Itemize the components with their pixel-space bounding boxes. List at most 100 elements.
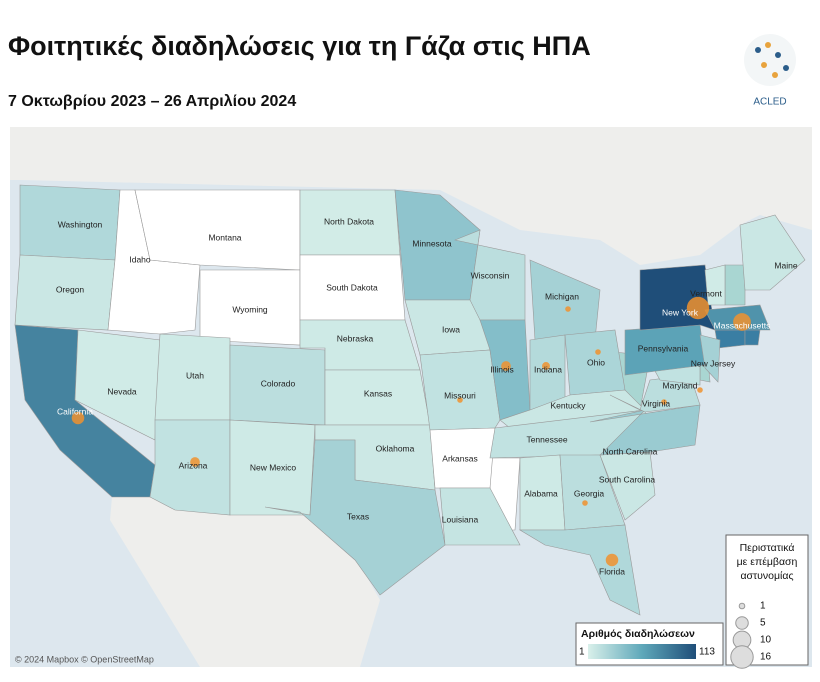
- title: Φοιτητικές διαδηλώσεις για τη Γάζα στις …: [8, 31, 591, 61]
- legend-circle: [738, 602, 746, 610]
- police-bubble: [605, 553, 619, 567]
- state-label: California: [57, 406, 93, 416]
- state-label: South Carolina: [599, 474, 656, 484]
- logo-dot: [761, 62, 767, 68]
- subtitle: 7 Οκτωβρίου 2023 – 26 Απριλίου 2024: [8, 93, 296, 110]
- state-label: Texas: [347, 511, 369, 521]
- state-label: South Dakota: [326, 282, 378, 292]
- state-label: Indiana: [534, 364, 562, 374]
- legend-label: 10: [760, 635, 772, 646]
- logo-text: ACLED: [753, 97, 786, 108]
- state-labels: Washington Oregon California Nevada Idaho Mon…: [56, 216, 798, 576]
- police-bubble: [542, 362, 550, 370]
- state-label: Idaho: [129, 254, 151, 264]
- state-label: Nevada: [107, 386, 137, 396]
- state-label: Minnesota: [412, 238, 451, 248]
- state-shape: [744, 329, 761, 346]
- state-label: Colorado: [261, 378, 296, 388]
- state-label: Ohio: [587, 357, 605, 367]
- bubbles: [71, 296, 751, 567]
- legend-circle: [735, 616, 749, 630]
- police-bubble: [501, 361, 511, 371]
- legend-title: Περιστατικά: [740, 542, 795, 554]
- state-label: Illinois: [490, 364, 514, 374]
- state-shape: [699, 334, 721, 383]
- legend-title: Αριθμός διαδηλώσεων: [581, 628, 695, 640]
- logo-dot: [775, 52, 781, 58]
- state-label: Nebraska: [337, 333, 374, 343]
- state-shape: [264, 439, 446, 596]
- police-bubble: [190, 457, 200, 467]
- logo-globe: [744, 34, 796, 86]
- logo-dot: [755, 47, 761, 53]
- state-label: Georgia: [574, 488, 605, 498]
- state-label: Wisconsin: [471, 270, 510, 280]
- legend-label: 16: [760, 652, 772, 663]
- legend-max: 113: [699, 647, 715, 658]
- size-legend: Περιστατικά με επέμβαση αστυνομίας 1 5 10 1…: [725, 534, 809, 669]
- state-label: Utah: [186, 370, 204, 380]
- state-label: Montana: [208, 232, 241, 242]
- mexico: [110, 497, 380, 667]
- police-bubble: [457, 397, 463, 403]
- map: © 2024 Mapbox © OpenStreetMap Washington…: [10, 127, 812, 667]
- police-bubble: [71, 411, 85, 425]
- state-label: Missouri: [444, 390, 476, 400]
- state-label: Oregon: [56, 284, 85, 294]
- state-label: Vermont: [690, 288, 722, 298]
- state-shape: [739, 214, 806, 291]
- legend-title: αστυνομίας: [740, 570, 793, 582]
- state-label: North Carolina: [603, 446, 658, 456]
- state-label: Massachusetts: [714, 320, 771, 330]
- logo-dot: [772, 72, 778, 78]
- police-bubble: [686, 296, 710, 320]
- attribution: © 2024 Mapbox © OpenStreetMap: [15, 654, 154, 664]
- state-shape: [419, 349, 501, 431]
- state-label: Wyoming: [232, 304, 268, 314]
- state-label: Kansas: [364, 388, 392, 398]
- state-label: Maryland: [663, 380, 698, 390]
- state-label: Michigan: [545, 291, 579, 301]
- state-label: Tennessee: [526, 434, 567, 444]
- state-label: Kentucky: [551, 400, 587, 410]
- state-label: Alabama: [524, 488, 558, 498]
- legend-gradient: [588, 644, 696, 659]
- legend-label: 1: [760, 601, 766, 612]
- legend-label: 5: [760, 618, 766, 629]
- state-label: New York: [662, 307, 699, 317]
- state-label: North Dakota: [324, 216, 374, 226]
- police-bubble: [565, 306, 571, 312]
- legend-circle: [730, 645, 754, 669]
- legend-min: 1: [579, 647, 585, 658]
- police-bubble: [697, 387, 703, 393]
- state-label: Oklahoma: [376, 443, 415, 453]
- police-bubble: [661, 399, 667, 405]
- state-label: Iowa: [442, 324, 460, 334]
- canada: [10, 127, 812, 265]
- state-label: Washington: [58, 219, 103, 229]
- color-legend: Αριθμός διαδηλώσεων 1 113: [575, 622, 724, 666]
- state-shape: [724, 264, 746, 306]
- state-shape: [704, 264, 726, 306]
- state-label: Pennsylvania: [638, 343, 689, 353]
- state-shape: [439, 487, 521, 546]
- police-bubble: [582, 500, 588, 506]
- states: [14, 184, 806, 616]
- state-label: Arkansas: [442, 453, 477, 463]
- logo-dot: [765, 42, 771, 48]
- state-label: Arizona: [179, 460, 208, 470]
- state-label: Virginia: [642, 398, 670, 408]
- legend-title: με επέμβαση: [737, 556, 798, 568]
- state-label: Maine: [774, 260, 797, 270]
- state-shape: [134, 189, 301, 271]
- state-shape: [518, 524, 641, 616]
- state-label: New Jersey: [691, 358, 736, 368]
- logo-dot: [783, 65, 789, 71]
- police-bubble: [595, 349, 601, 355]
- state-label: Florida: [599, 566, 625, 576]
- state-label: New Mexico: [250, 462, 297, 472]
- logo: ACLED: [744, 34, 796, 108]
- state-label: Louisiana: [442, 514, 479, 524]
- police-bubble: [733, 313, 751, 331]
